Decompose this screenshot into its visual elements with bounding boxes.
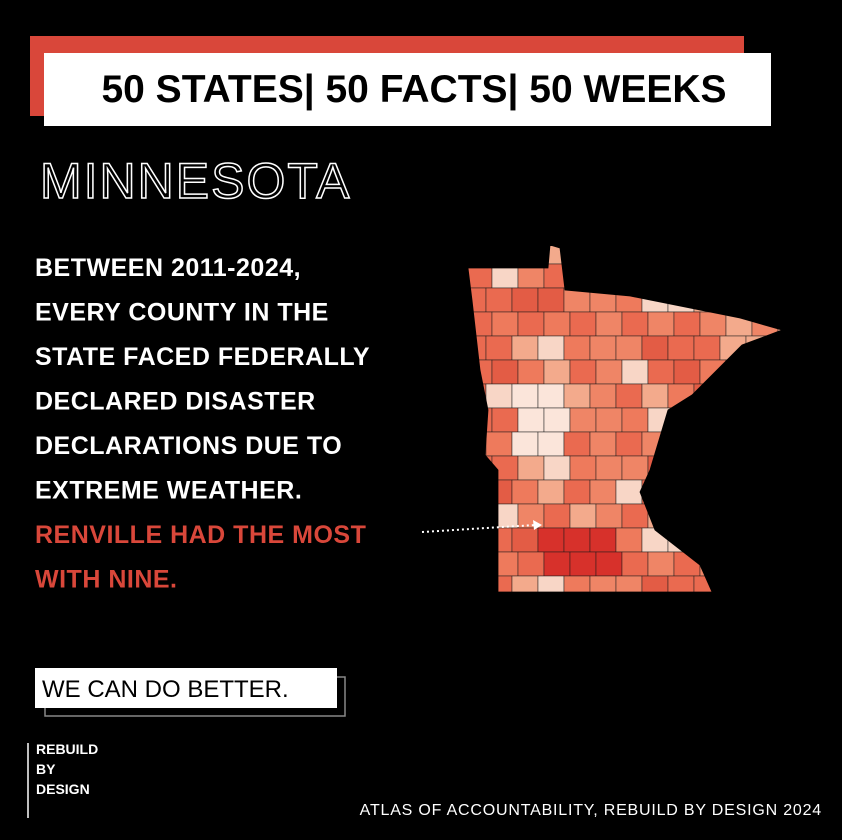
- county: [537, 335, 565, 361]
- county: [485, 383, 513, 409]
- county: [543, 311, 571, 337]
- county: [569, 551, 597, 577]
- county: [641, 383, 669, 409]
- county: [537, 479, 565, 505]
- county: [647, 551, 675, 577]
- county: [491, 359, 519, 385]
- county: [563, 383, 591, 409]
- county: [647, 359, 675, 385]
- body-line: BETWEEN 2011-2024,: [35, 254, 301, 282]
- county: [517, 311, 545, 337]
- county: [589, 479, 617, 505]
- county: [595, 455, 623, 481]
- county: [537, 383, 565, 409]
- county: [595, 503, 623, 529]
- pointer-head: [533, 520, 542, 530]
- county: [673, 311, 701, 337]
- county: [615, 431, 643, 457]
- county: [595, 359, 623, 385]
- logo-line: DESIGN: [36, 781, 90, 797]
- county: [569, 311, 597, 337]
- body-text: BETWEEN 2011-2024, EVERY COUNTY IN THE STA…: [35, 254, 370, 594]
- tagline: WE CAN DO BETTER.: [42, 676, 289, 703]
- county: [589, 335, 617, 361]
- county: [485, 287, 513, 313]
- county: [569, 359, 597, 385]
- county: [543, 455, 571, 481]
- county: [647, 311, 675, 337]
- county: [543, 551, 571, 577]
- county: [621, 551, 649, 577]
- county: [621, 311, 649, 337]
- county: [589, 383, 617, 409]
- county: [517, 359, 545, 385]
- county: [595, 551, 623, 577]
- county: [563, 431, 591, 457]
- county: [563, 527, 591, 553]
- state-name: MINNESOTA: [40, 153, 352, 209]
- county: [569, 407, 597, 433]
- highlight-line: RENVILLE HAD THE MOST: [35, 521, 366, 549]
- body-line: DECLARED DISASTER: [35, 388, 316, 416]
- county: [589, 431, 617, 457]
- body-line: EVERY COUNTY IN THE: [35, 299, 329, 327]
- county: [641, 335, 669, 361]
- county: [621, 359, 649, 385]
- county: [615, 479, 643, 505]
- county: [621, 455, 649, 481]
- county: [485, 335, 513, 361]
- county: [621, 407, 649, 433]
- county: [537, 287, 565, 313]
- county: [491, 407, 519, 433]
- county: [485, 431, 513, 457]
- tagline-box: [35, 668, 337, 708]
- body-line: DECLARATIONS DUE TO: [35, 432, 342, 460]
- county: [517, 551, 545, 577]
- county: [563, 479, 591, 505]
- county: [491, 311, 519, 337]
- county: [511, 431, 539, 457]
- pointer-line: [421, 524, 536, 533]
- county: [537, 431, 565, 457]
- footer: ATLAS OF ACCOUNTABILITY, REBUILD BY DESI…: [360, 802, 822, 819]
- county: [673, 359, 701, 385]
- county: [615, 335, 643, 361]
- county: [569, 455, 597, 481]
- county: [615, 527, 643, 553]
- logo-line: REBUILD: [36, 741, 98, 757]
- county: [543, 359, 571, 385]
- county: [563, 335, 591, 361]
- county: [511, 527, 539, 553]
- county: [517, 455, 545, 481]
- header-title: 50 STATES| 50 FACTS| 50 WEEKS: [101, 68, 726, 111]
- county: [511, 479, 539, 505]
- county: [537, 527, 565, 553]
- county: [511, 383, 539, 409]
- body-line: STATE FACED FEDERALLY: [35, 343, 370, 371]
- map-outline: [467, 244, 784, 593]
- county: [595, 407, 623, 433]
- county: [699, 311, 727, 337]
- county: [543, 407, 571, 433]
- county: [667, 335, 695, 361]
- county: [543, 503, 571, 529]
- body-line: EXTREME WEATHER.: [35, 477, 302, 505]
- county: [615, 383, 643, 409]
- county: [589, 527, 617, 553]
- county: [595, 311, 623, 337]
- county: [693, 335, 721, 361]
- header-box: [44, 53, 771, 126]
- county: [517, 407, 545, 433]
- highlight-line: WITH NINE.: [35, 566, 178, 594]
- county: [511, 335, 539, 361]
- county: [621, 503, 649, 529]
- logo-line: BY: [36, 761, 56, 777]
- county: [569, 503, 597, 529]
- county: [511, 287, 539, 313]
